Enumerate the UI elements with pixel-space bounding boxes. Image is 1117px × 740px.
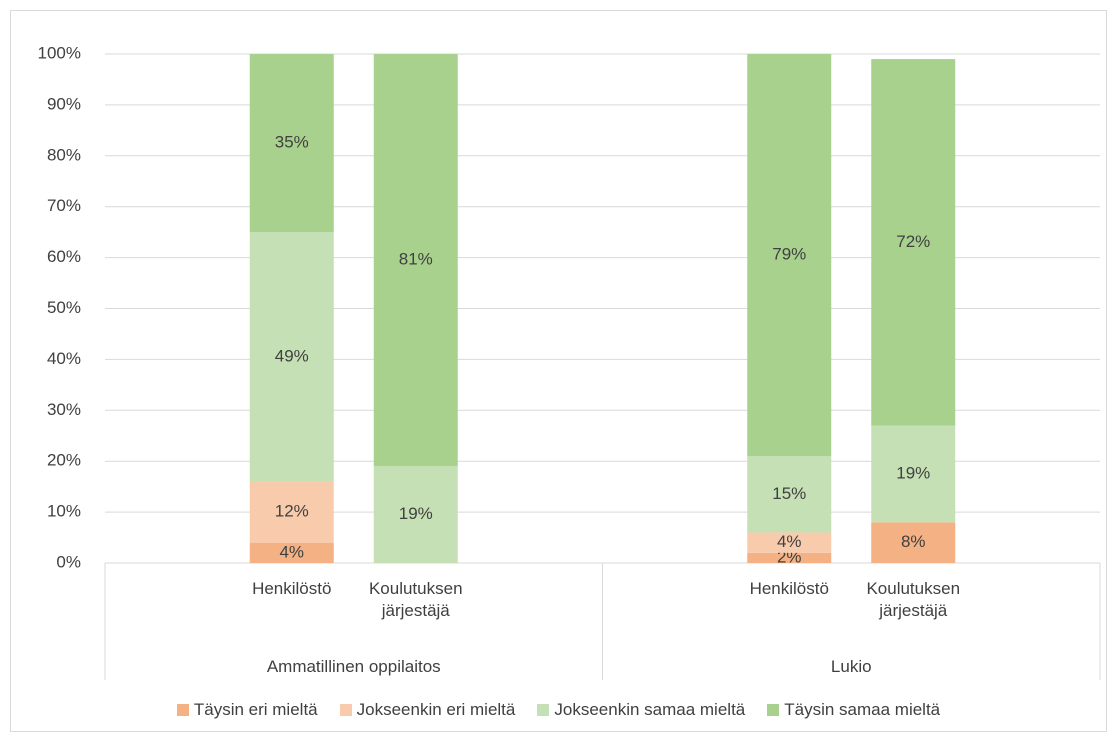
y-tick-label: 0% [56,552,81,571]
y-tick-label: 70% [47,196,81,215]
y-tick-label: 30% [47,400,81,419]
y-tick-label: 40% [47,349,81,368]
x-tick-label: Henkilöstö [749,579,829,598]
data-label: 81% [399,250,433,269]
bar-segment [871,59,956,426]
legend-item: Jokseenkin samaa mieltä [537,700,745,720]
legend-label: Täysin eri mieltä [193,700,318,719]
y-tick-label: 10% [47,502,81,521]
bar-segment [249,542,334,563]
y-tick-label: 90% [47,94,81,113]
group-label: Lukio [830,657,872,676]
data-label: 49% [275,346,309,365]
legend-item: Jokseenkin eri mieltä [339,700,516,720]
bar-segment [871,425,956,523]
bar-segment [747,552,832,563]
y-tick-label: 50% [47,298,81,317]
bar-segment [249,54,334,233]
legend: Täysin eri mieltä Jokseenkin eri mieltä Jo… [10,700,1107,720]
data-label: 4% [279,542,304,561]
x-tick-label: Koulutuksen järjestäjä [368,579,463,620]
legend-swatch [537,704,550,716]
data-label: 72% [896,232,930,251]
y-tick-label: 80% [47,145,81,164]
data-label: 79% [772,245,806,264]
x-tick-label: Henkilöstö [252,579,332,598]
data-label: 19% [896,463,930,482]
data-label: 15% [772,484,806,503]
legend-item: Täysin eri mieltä [176,700,318,720]
legend-label: Täysin samaa mieltä [784,700,941,719]
y-tick-label: 100% [38,43,81,62]
bar-segment [373,466,458,563]
bar-segment [747,532,832,553]
x-tick-label: Koulutuksen järjestäjä [866,579,961,620]
data-label: 8% [901,532,926,551]
y-tick-label: 60% [47,247,81,266]
bar-segment [871,522,956,563]
data-label: 12% [275,502,309,521]
bar-segment [373,54,458,467]
bar-segment [249,232,334,482]
group-label: Ammatillinen oppilaitos [266,657,441,676]
legend-swatch [339,704,352,716]
legend-swatch [176,704,189,716]
data-label: 19% [399,504,433,523]
y-tick-label: 20% [47,451,81,470]
data-label: 35% [275,133,309,152]
bar-segment [747,54,832,457]
legend-swatch [767,704,780,716]
bar-segment [747,456,832,533]
legend-label: Jokseenkin samaa mieltä [554,700,746,719]
data-label: 4% [777,532,802,551]
bar-segment [249,481,334,543]
legend-item: Täysin samaa mieltä [767,700,940,720]
legend-label: Jokseenkin eri mieltä [356,700,516,719]
